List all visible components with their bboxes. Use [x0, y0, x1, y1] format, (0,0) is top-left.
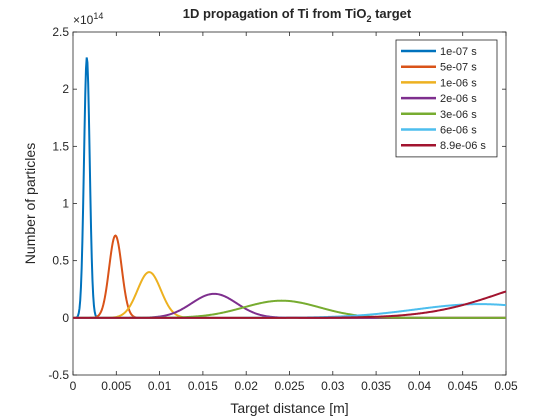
y-tick-label: 2: [62, 82, 69, 96]
x-tick-label: 0.035: [361, 379, 391, 393]
y-tick-label: 1.5: [52, 139, 69, 153]
y-tick-label: 2.5: [52, 25, 69, 39]
y-tick-label: 1: [62, 197, 69, 211]
x-tick-label: 0.03: [321, 379, 345, 393]
x-axis-label: Target distance [m]: [230, 400, 348, 416]
y-tick-label: 0: [62, 311, 69, 325]
legend-label: 6e-06 s: [440, 125, 477, 137]
chart-title-main: 1D propagation of Ti from TiO: [183, 6, 367, 21]
y-exponent-label: ×1014: [73, 11, 103, 27]
x-tick-label: 0: [70, 379, 77, 393]
x-tick-label: 0.04: [408, 379, 432, 393]
x-tick-label: 0.015: [188, 379, 218, 393]
x-tick-label: 0.045: [448, 379, 478, 393]
chart-title-tail: target: [371, 6, 411, 21]
legend-label: 3e-06 s: [440, 109, 477, 121]
x-tick-label: 0.01: [148, 379, 172, 393]
legend-label: 8.9e-06 s: [440, 140, 486, 152]
chart-title: 1D propagation of Ti from TiO2 target: [183, 6, 412, 24]
chart-title-subscript: 2: [366, 14, 371, 24]
x-tick-label: 0.025: [274, 379, 304, 393]
y-exponent-base: ×10: [73, 13, 94, 27]
y-tick-label: -0.5: [48, 368, 69, 382]
legend-label: 1e-06 s: [440, 77, 477, 89]
series-line-7: [73, 290, 506, 319]
y-axis-label: Number of particles: [22, 143, 38, 264]
legend-label: 2e-06 s: [440, 93, 477, 105]
x-tick-label: 0.05: [494, 379, 518, 393]
y-exponent-power: 14: [93, 11, 103, 21]
x-tick-label: 0.02: [235, 379, 259, 393]
x-tick-label: 0.005: [101, 379, 131, 393]
y-tick-label: 0.5: [52, 254, 69, 268]
plot-area: 0 0.005 0.01 0.015 0.02 0.025 0.03 0.035 0.04 0.0…: [48, 25, 518, 393]
legend-label: 1e-07 s: [440, 46, 477, 58]
legend-label: 5e-07 s: [440, 62, 477, 74]
